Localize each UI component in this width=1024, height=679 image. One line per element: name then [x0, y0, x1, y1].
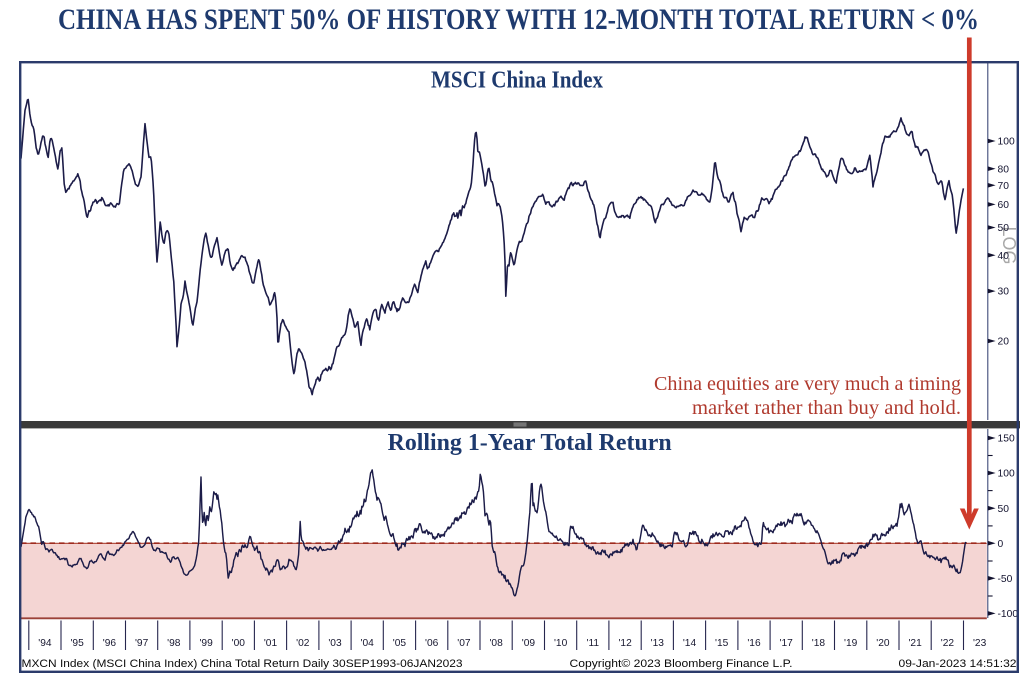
svg-text:CHINA HAS SPENT 50% OF HISTORY: CHINA HAS SPENT 50% OF HISTORY WITH 12-M…: [58, 3, 979, 36]
svg-text:'09: '09: [522, 638, 536, 649]
svg-text:80: 80: [998, 164, 1010, 175]
svg-text:'02: '02: [296, 638, 310, 649]
svg-text:'94: '94: [38, 638, 52, 649]
svg-text:China equities are very much a: China equities are very much a timing: [654, 374, 961, 395]
svg-text:'23: '23: [973, 638, 987, 649]
svg-text:'98: '98: [167, 638, 181, 649]
svg-text:MSCI China Index: MSCI China Index: [431, 68, 603, 94]
svg-text:50: 50: [998, 504, 1010, 515]
svg-text:'04: '04: [361, 638, 375, 649]
svg-text:'00: '00: [232, 638, 246, 649]
svg-text:'12: '12: [618, 638, 632, 649]
svg-text:'16: '16: [747, 638, 761, 649]
svg-text:30: 30: [998, 287, 1010, 298]
svg-text:'17: '17: [780, 638, 794, 649]
svg-text:'07: '07: [457, 638, 471, 649]
svg-text:market rather than buy and hol: market rather than buy and hold.: [692, 398, 961, 419]
svg-text:'14: '14: [683, 638, 697, 649]
svg-text:'96: '96: [103, 638, 117, 649]
svg-text:40: 40: [998, 251, 1010, 262]
svg-text:'99: '99: [199, 638, 213, 649]
svg-text:'15: '15: [715, 638, 729, 649]
svg-text:Copyright© 2023 Bloomberg Fina: Copyright© 2023 Bloomberg Finance L.P.: [570, 658, 793, 670]
svg-text:'05: '05: [393, 638, 407, 649]
svg-text:LOG: LOG: [999, 226, 1019, 264]
svg-text:'95: '95: [70, 638, 84, 649]
svg-text:'22: '22: [941, 638, 955, 649]
svg-text:'97: '97: [135, 638, 149, 649]
svg-text:'03: '03: [328, 638, 342, 649]
svg-text:60: 60: [998, 200, 1010, 211]
svg-text:09-Jan-2023 14:51:32: 09-Jan-2023 14:51:32: [899, 658, 1017, 670]
svg-text:'01: '01: [264, 638, 278, 649]
svg-text:70: 70: [998, 181, 1010, 192]
svg-text:100: 100: [998, 469, 1015, 480]
svg-text:0: 0: [998, 539, 1004, 550]
svg-text:50: 50: [998, 223, 1010, 234]
svg-text:'10: '10: [554, 638, 568, 649]
svg-text:Rolling 1-Year Total Return: Rolling 1-Year Total Return: [388, 430, 672, 456]
svg-text:MXCN Index (MSCI China Index): MXCN Index (MSCI China Index) China Tota…: [22, 658, 463, 670]
svg-text:'13: '13: [651, 638, 665, 649]
svg-text:150: 150: [998, 434, 1015, 445]
svg-text:'21: '21: [908, 638, 922, 649]
svg-text:'08: '08: [489, 638, 503, 649]
svg-text:'18: '18: [812, 638, 826, 649]
svg-text:-100: -100: [998, 609, 1019, 620]
svg-text:-50: -50: [998, 574, 1013, 585]
svg-text:'06: '06: [425, 638, 439, 649]
svg-text:100: 100: [998, 137, 1015, 148]
svg-text:'20: '20: [876, 638, 890, 649]
svg-text:'19: '19: [844, 638, 858, 649]
svg-text:'11: '11: [587, 638, 600, 649]
svg-text:20: 20: [998, 337, 1010, 348]
